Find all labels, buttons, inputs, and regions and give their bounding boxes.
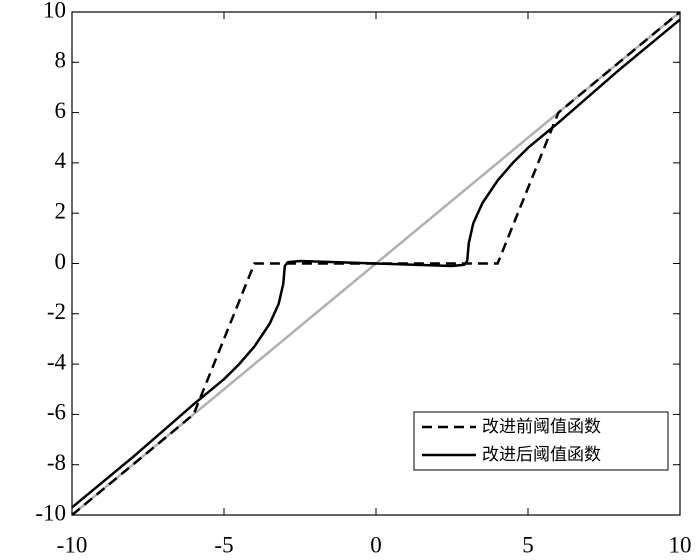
y-tick-label: -6 [47,400,66,425]
y-tick-label: 4 [55,148,67,173]
x-tick-label: 0 [370,532,382,557]
x-tick-label: -5 [214,532,233,557]
legend-box [413,411,669,471]
y-tick-label: 2 [55,198,67,223]
y-tick-label: 0 [55,249,67,274]
line-series [71,18,681,509]
line-series [71,11,681,516]
legend-label: 改进后阈值函数 [482,445,601,465]
y-tick-label: 8 [55,48,67,73]
y-tick-label: 10 [43,0,66,22]
legend-label: 改进前阈值函数 [482,417,601,437]
y-tick-label: -2 [47,299,66,324]
y-tick-label: -4 [47,349,67,374]
y-tick-label: 6 [55,98,67,123]
y-tick-label: -8 [47,450,66,475]
x-tick-label: -10 [57,532,88,557]
x-tick-label: 5 [522,532,534,557]
x-tick-label: 10 [669,532,692,557]
y-tick-label: -10 [35,500,66,525]
